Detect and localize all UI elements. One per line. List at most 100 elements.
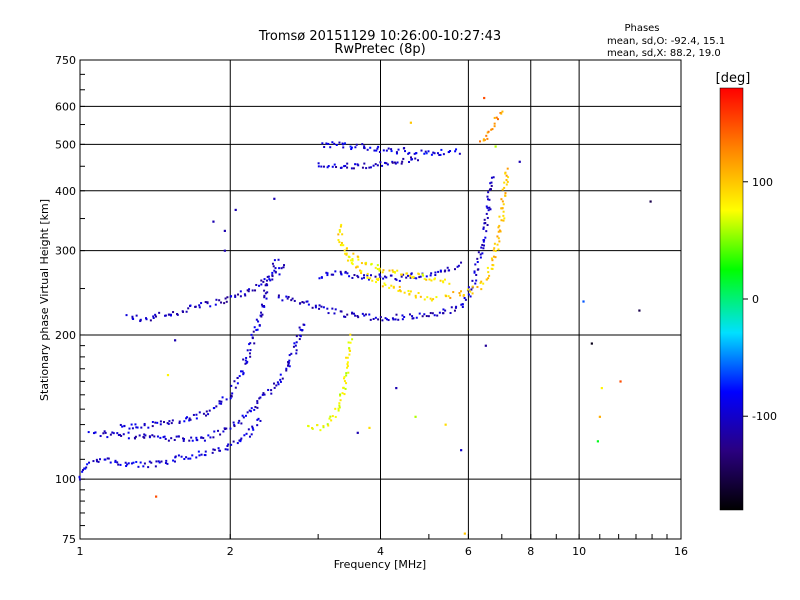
data-point bbox=[149, 319, 152, 322]
data-point bbox=[403, 316, 406, 319]
data-point bbox=[335, 166, 338, 169]
data-point bbox=[414, 296, 417, 299]
data-point bbox=[400, 162, 403, 165]
data-point bbox=[271, 262, 274, 265]
data-point bbox=[301, 301, 304, 304]
data-point bbox=[287, 295, 290, 298]
data-point bbox=[143, 462, 146, 465]
data-point bbox=[246, 360, 249, 363]
data-point bbox=[182, 439, 185, 442]
data-point bbox=[395, 152, 398, 155]
data-point bbox=[425, 315, 428, 318]
data-point bbox=[401, 160, 404, 163]
data-point bbox=[411, 315, 414, 318]
data-point bbox=[255, 318, 258, 321]
outlier-point bbox=[166, 373, 170, 377]
data-point bbox=[173, 460, 176, 463]
data-point bbox=[116, 432, 119, 435]
data-point bbox=[242, 372, 245, 375]
data-point bbox=[370, 274, 373, 277]
data-point bbox=[474, 263, 477, 266]
data-point bbox=[299, 328, 302, 331]
grid-lines bbox=[80, 60, 681, 539]
data-point bbox=[447, 151, 450, 154]
data-point bbox=[168, 420, 171, 423]
data-point bbox=[260, 283, 263, 286]
data-point bbox=[134, 437, 137, 440]
data-point bbox=[356, 265, 359, 268]
data-point bbox=[444, 269, 447, 272]
data-point bbox=[475, 273, 478, 276]
data-point bbox=[344, 387, 347, 390]
data-point bbox=[425, 275, 428, 278]
data-point bbox=[482, 240, 485, 243]
data-point bbox=[475, 279, 478, 282]
data-point bbox=[92, 432, 95, 435]
data-point bbox=[277, 383, 280, 386]
data-point bbox=[498, 215, 501, 218]
data-point bbox=[158, 311, 161, 314]
data-point bbox=[347, 341, 350, 344]
data-point bbox=[264, 284, 267, 287]
data-point bbox=[234, 294, 237, 297]
data-point bbox=[367, 278, 370, 281]
x-tick-label: 6 bbox=[465, 545, 472, 558]
data-point bbox=[116, 461, 119, 464]
data-point bbox=[355, 143, 358, 146]
data-point bbox=[377, 145, 380, 148]
data-point bbox=[170, 437, 173, 440]
data-point bbox=[397, 289, 400, 292]
data-point bbox=[189, 457, 192, 460]
data-point bbox=[346, 313, 349, 316]
data-point bbox=[295, 352, 298, 355]
data-point bbox=[433, 314, 436, 317]
data-point bbox=[136, 426, 139, 429]
data-point bbox=[81, 469, 84, 472]
data-point bbox=[490, 257, 493, 260]
data-point bbox=[427, 315, 430, 318]
data-point bbox=[331, 307, 334, 310]
data-point bbox=[252, 428, 255, 431]
outlier-point bbox=[212, 220, 215, 223]
data-point bbox=[94, 431, 97, 434]
data-point bbox=[409, 276, 412, 279]
data-point bbox=[236, 376, 239, 379]
data-point bbox=[351, 276, 354, 279]
y-tick-label: 300 bbox=[55, 245, 76, 258]
data-point bbox=[351, 312, 354, 315]
data-point bbox=[251, 289, 254, 292]
data-point bbox=[390, 150, 393, 153]
data-point bbox=[430, 272, 433, 275]
data-point bbox=[272, 265, 275, 268]
data-point bbox=[236, 442, 239, 445]
data-point bbox=[363, 274, 366, 277]
data-point bbox=[487, 277, 490, 280]
data-point bbox=[107, 457, 110, 460]
data-point bbox=[461, 306, 464, 309]
data-point bbox=[191, 439, 194, 442]
data-point bbox=[476, 260, 479, 263]
data-point bbox=[230, 394, 233, 397]
outlier-point bbox=[223, 229, 226, 232]
data-point bbox=[486, 266, 489, 269]
data-point bbox=[501, 188, 504, 191]
data-point bbox=[257, 320, 260, 323]
data-point bbox=[480, 246, 483, 249]
data-point bbox=[234, 295, 237, 298]
data-point bbox=[332, 273, 335, 276]
data-point bbox=[103, 430, 106, 433]
data-point bbox=[195, 436, 198, 439]
data-point bbox=[104, 431, 107, 434]
data-point bbox=[376, 264, 379, 267]
data-point bbox=[459, 294, 462, 297]
data-point bbox=[351, 257, 354, 260]
data-point bbox=[502, 214, 505, 217]
data-point bbox=[187, 457, 190, 460]
x-tick-label: 1 bbox=[77, 545, 84, 558]
data-point bbox=[379, 316, 382, 319]
data-point bbox=[234, 386, 237, 389]
data-point bbox=[429, 312, 432, 315]
data-point bbox=[360, 272, 363, 275]
data-point bbox=[188, 439, 191, 442]
data-point bbox=[490, 181, 493, 184]
